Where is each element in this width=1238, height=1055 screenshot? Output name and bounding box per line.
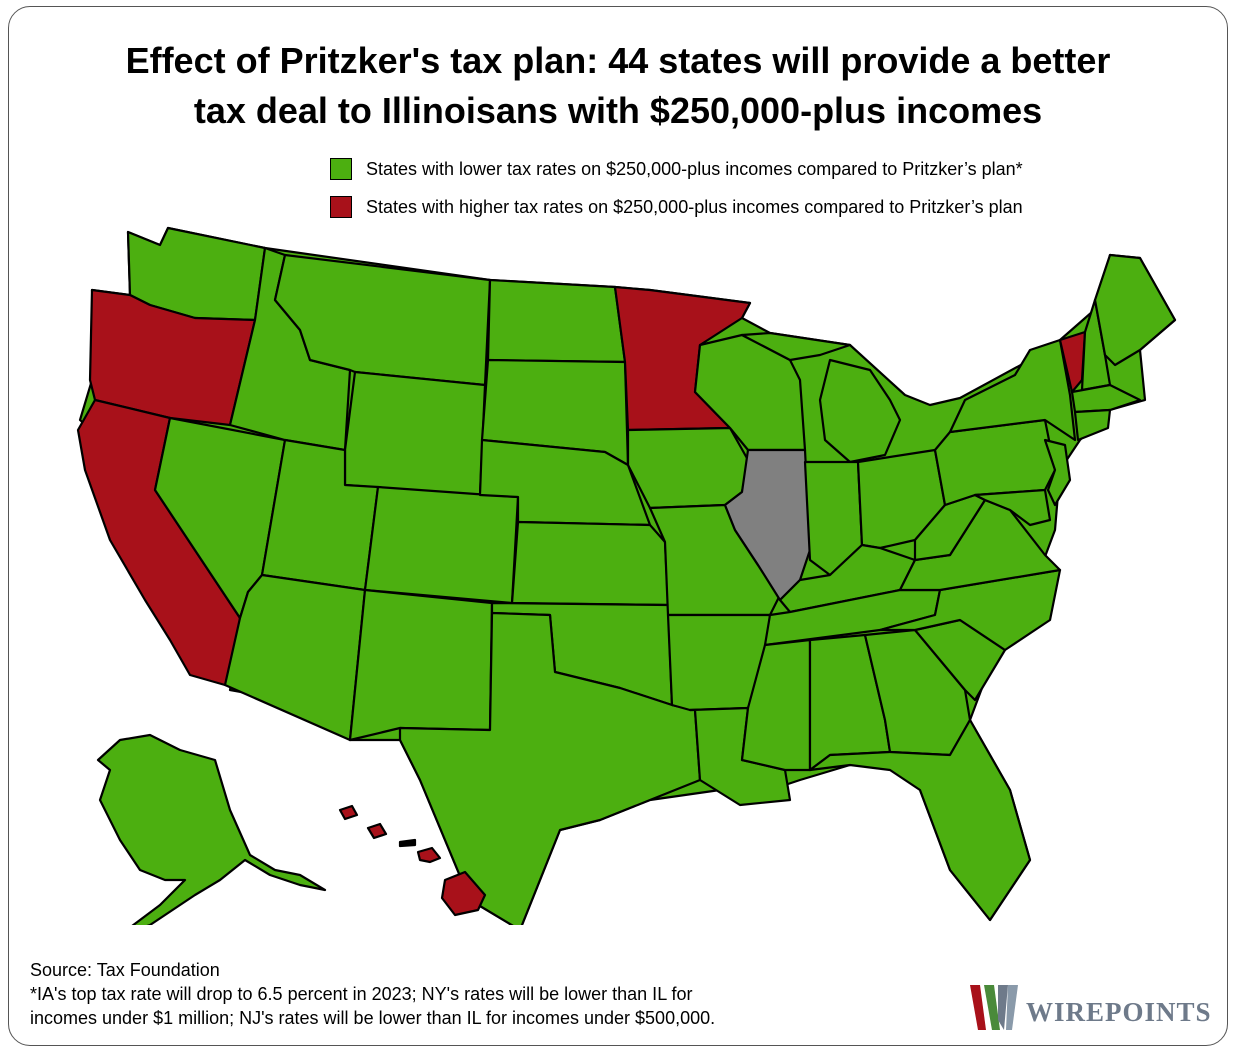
state-hawaii-kauai — [338, 804, 359, 821]
legend-swatch-lower — [330, 158, 352, 180]
state-new-jersey — [1043, 438, 1072, 507]
source-line: Source: Tax Foundation — [30, 960, 220, 980]
state-hawaii-oahu — [366, 822, 388, 840]
footnote-line-2: incomes under $1 million; NJ's rates wil… — [30, 1008, 716, 1028]
wirepoints-logo: WIREPOINTS — [968, 975, 1211, 1035]
title-line-1: Effect of Pritzker's tax plan: 44 states… — [125, 40, 1111, 81]
state-connecticut — [1073, 408, 1112, 442]
state-new-hampshire — [1080, 298, 1112, 392]
map-title: Effect of Pritzker's tax plan: 44 states… — [30, 36, 1206, 136]
state-maryland — [973, 488, 1052, 527]
state-texas — [398, 611, 702, 925]
state-maine — [1093, 253, 1177, 367]
title-line-2: tax deal to Illinoisans with $250,000-pl… — [193, 90, 1043, 131]
state-new-york — [948, 338, 1077, 442]
footnote-line-1: *IA's top tax rate will drop to 6.5 perc… — [30, 984, 693, 1004]
source-note: Source: Tax Foundation *IA's top tax rat… — [30, 958, 715, 1030]
state-hawaii-maui — [416, 846, 442, 864]
state-hawaii-molokai — [398, 838, 417, 848]
state-michigan-upper — [740, 331, 852, 362]
state-alaska — [96, 733, 327, 925]
legend-label-higher: States with higher tax rates on $250,000… — [366, 196, 1023, 217]
state-michigan — [818, 358, 902, 464]
us-state-map — [76, 226, 1177, 925]
legend-swatch-higher — [330, 196, 352, 218]
logo-text: WIREPOINTS — [1026, 997, 1212, 1027]
state-hawaii-big-island — [440, 870, 487, 917]
state-florida — [808, 718, 1032, 922]
legend-item-lower: States with lower tax rates on $250,000-… — [330, 150, 1023, 188]
legend: States with lower tax rates on $250,000-… — [330, 150, 1023, 226]
legend-label-lower: States with lower tax rates on $250,000-… — [366, 158, 1023, 179]
wirepoints-w-icon — [970, 985, 1018, 1030]
state-north-carolina — [878, 568, 1062, 652]
state-colorado — [363, 485, 520, 605]
state-kansas — [510, 520, 670, 607]
state-iowa — [626, 426, 750, 510]
state-wyoming — [343, 370, 487, 497]
state-north-dakota — [486, 278, 627, 364]
state-new-mexico — [348, 588, 494, 742]
state-massachusetts — [1070, 383, 1142, 414]
state-arizona — [223, 573, 367, 742]
legend-item-higher: States with higher tax rates on $250,000… — [330, 188, 1023, 226]
